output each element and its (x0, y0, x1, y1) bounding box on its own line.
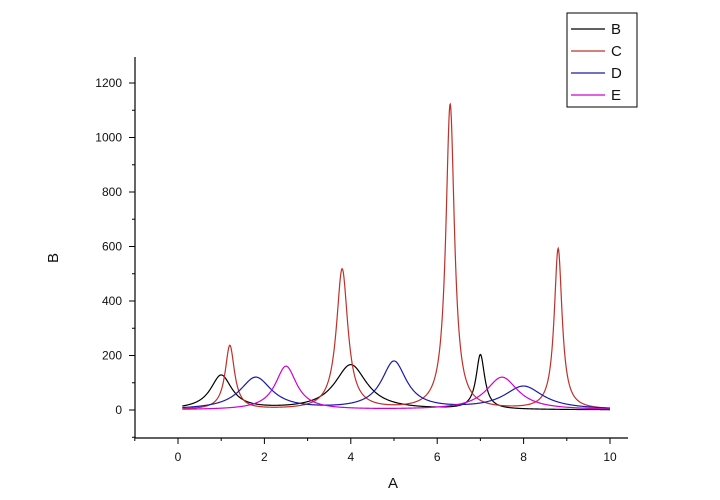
y-ticks: 0 200 400 600 800 1000 1200 (95, 76, 135, 438)
y-tick-label: 600 (102, 240, 122, 254)
legend-label-e: E (611, 87, 621, 104)
legend-label-c: C (611, 43, 622, 60)
series-line-c (182, 102, 611, 410)
legend-label-d: D (611, 65, 622, 82)
y-tick-label: 200 (102, 349, 122, 363)
y-tick-label: 800 (102, 185, 122, 199)
y-axis-title: B (45, 253, 62, 263)
legend-box (566, 12, 638, 108)
x-tick-label: 6 (434, 450, 441, 464)
x-tick-label: 4 (347, 450, 354, 464)
y-tick-label: 1000 (95, 131, 122, 145)
legend-label-b: B (611, 21, 621, 38)
x-ticks: 0 2 4 6 8 10 (134, 438, 617, 464)
series-line-e (182, 365, 610, 410)
curves-group (182, 102, 611, 411)
series-line-d (182, 360, 611, 409)
y-tick-label: 400 (102, 294, 122, 308)
x-tick-label: 10 (603, 450, 617, 464)
x-axis-title: A (388, 475, 398, 492)
x-tick-label: 2 (261, 450, 268, 464)
x-tick-label: 0 (175, 450, 182, 464)
x-tick-label: 8 (520, 450, 527, 464)
y-tick-label: 0 (115, 403, 122, 417)
legend: B C D E (566, 12, 638, 108)
series-line-b (182, 353, 610, 411)
y-tick-label: 1200 (95, 76, 122, 90)
